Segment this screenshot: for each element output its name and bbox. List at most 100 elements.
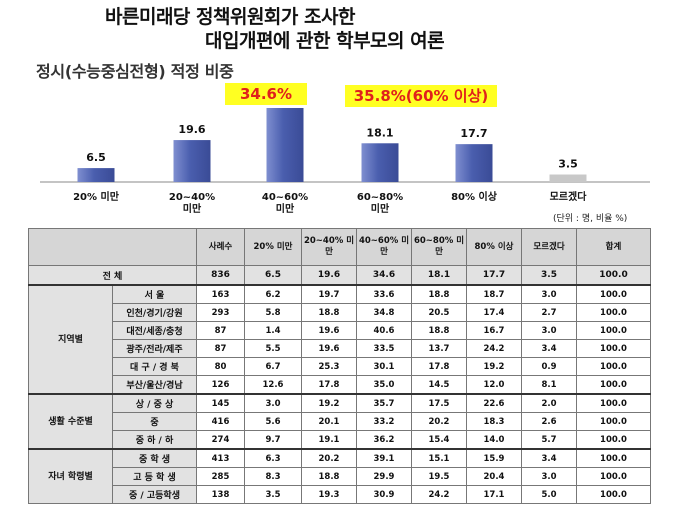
table-cell: 5.5 (244, 339, 302, 358)
table-cell: 17.8 (301, 375, 357, 395)
table-cell: 100.0 (576, 303, 651, 322)
table-cell: 17.8 (411, 357, 467, 376)
table-cell: 3.4 (521, 448, 577, 468)
column-header: 20% 미만 (244, 228, 302, 266)
table-cell: 19.6 (301, 339, 357, 358)
category-label-3: 미만 (276, 202, 295, 213)
table-cell: 35.0 (356, 375, 412, 395)
row-label: 서 울 (112, 284, 197, 304)
column-header: 합계 (576, 228, 651, 266)
column-header: 60~80% 미만 (411, 228, 467, 266)
bar-6 (549, 174, 587, 182)
category-label-3: 40~60% (262, 192, 308, 203)
table-cell: 836 (196, 265, 245, 286)
row-label: 중 학 생 (112, 448, 197, 468)
table-cell: 18.8 (411, 284, 467, 304)
table-cell: 35.7 (356, 393, 412, 413)
category-label-4: 미만 (371, 202, 390, 213)
bar-value-label-5: 17.7 (460, 127, 487, 140)
table-cell: 29.9 (356, 467, 412, 486)
table-cell: 34.6 (356, 265, 412, 286)
column-header: 40~60% 미만 (356, 228, 412, 266)
table-cell: 100.0 (576, 265, 651, 286)
table-cell: 34.8 (356, 303, 412, 322)
table-row: 광주/전라/제주 87 5.5 19.6 33.5 13.7 24.2 3.4 100.0 (29, 339, 651, 358)
table-cell: 100.0 (576, 393, 651, 413)
table-cell: 0.9 (521, 357, 577, 376)
table-cell: 6.5 (244, 265, 302, 286)
table-cell: 5.6 (244, 412, 302, 431)
table-cell: 17.5 (411, 393, 467, 413)
table-cell: 274 (196, 430, 245, 450)
row-label-total: 전 체 (28, 265, 197, 286)
table-cell: 19.2 (466, 357, 522, 376)
bar-3 (266, 107, 304, 182)
table-cell: 17.7 (466, 265, 522, 286)
table-cell: 20.2 (301, 448, 357, 468)
table-cell: 19.5 (411, 467, 467, 486)
table-cell: 6.2 (244, 284, 302, 304)
table-cell: 15.9 (466, 448, 522, 468)
column-header: 80% 이상 (466, 228, 522, 266)
column-header: 모르겠다 (521, 228, 577, 266)
table-cell: 19.1 (301, 430, 357, 450)
table-cell: 416 (196, 412, 245, 431)
table-cell: 100.0 (576, 430, 651, 450)
table-cell: 100.0 (576, 321, 651, 340)
category-label-2: 20~40% (169, 192, 215, 203)
table-cell: 9.7 (244, 430, 302, 450)
table-cell: 87 (196, 339, 245, 358)
table-cell: 18.8 (301, 303, 357, 322)
category-label-2: 미만 (183, 202, 202, 213)
table-cell: 15.4 (411, 430, 467, 450)
table-cell: 3.5 (521, 265, 577, 286)
table-cell: 87 (196, 321, 245, 340)
row-label: 중 하 / 하 (112, 430, 197, 450)
table-cell: 19.6 (301, 265, 357, 286)
row-label: 부산/울산/경남 (112, 375, 197, 395)
category-label-4: 60~80% (357, 192, 403, 203)
table-cell: 12.6 (244, 375, 302, 395)
table-cell: 100.0 (576, 412, 651, 431)
row-label: 인천/경기/강원 (112, 303, 197, 322)
table-cell: 3.0 (521, 284, 577, 304)
table-cell: 285 (196, 467, 245, 486)
group-label: 생활 수준별 (28, 393, 113, 450)
column-header: 20~40% 미만 (301, 228, 357, 266)
group-label: 지역별 (28, 284, 113, 395)
table-cell: 18.1 (411, 265, 467, 286)
title-line-2: 대입개편에 관한 학부모의 여론 (205, 30, 445, 52)
group-label: 자녀 학령별 (28, 448, 113, 504)
table-cell: 100.0 (576, 357, 651, 376)
table-cell: 5.8 (244, 303, 302, 322)
highlight-label-60-plus: 35.8%(60% 이상) (345, 85, 497, 107)
table-cell: 20.1 (301, 412, 357, 431)
table-cell: 3.0 (244, 393, 302, 413)
table-cell: 30.1 (356, 357, 412, 376)
bar-value-label-4: 18.1 (366, 126, 393, 139)
table-cell: 2.0 (521, 393, 577, 413)
table-cell: 5.7 (521, 430, 577, 450)
table-cell: 100.0 (576, 467, 651, 486)
table-cell: 163 (196, 284, 245, 304)
table-cell: 20.4 (466, 467, 522, 486)
table-row: 중 416 5.6 20.1 33.2 20.2 18.3 2.6 100.0 (29, 412, 651, 431)
table-cell: 24.2 (411, 485, 467, 504)
table-cell: 18.8 (411, 321, 467, 340)
row-label: 고 등 학 생 (112, 467, 197, 486)
row-label: 중 / 고등학생 (112, 485, 197, 504)
header-corner (28, 228, 197, 266)
bar-value-label-1: 6.5 (86, 151, 106, 164)
table-cell: 22.6 (466, 393, 522, 413)
table-cell: 1.4 (244, 321, 302, 340)
table-cell: 20.5 (411, 303, 467, 322)
table-cell: 5.0 (521, 485, 577, 504)
unit-note: (단위 : 명, 비율 %) (553, 214, 628, 224)
table-cell: 3.0 (521, 467, 577, 486)
table-cell: 100.0 (576, 448, 651, 468)
chart-subtitle: 정시(수능중심전형) 적정 비중 (36, 62, 234, 81)
table-cell: 14.0 (466, 430, 522, 450)
table-row: 생활 수준별 상 / 중 상 145 3.0 19.2 35.7 17.5 22.6 2.0 10… (28, 393, 651, 450)
table-cell: 100.0 (576, 375, 651, 395)
table-row: 부산/울산/경남 126 12.6 17.8 35.0 14.5 12.0 8.1 100.0 (29, 375, 651, 395)
